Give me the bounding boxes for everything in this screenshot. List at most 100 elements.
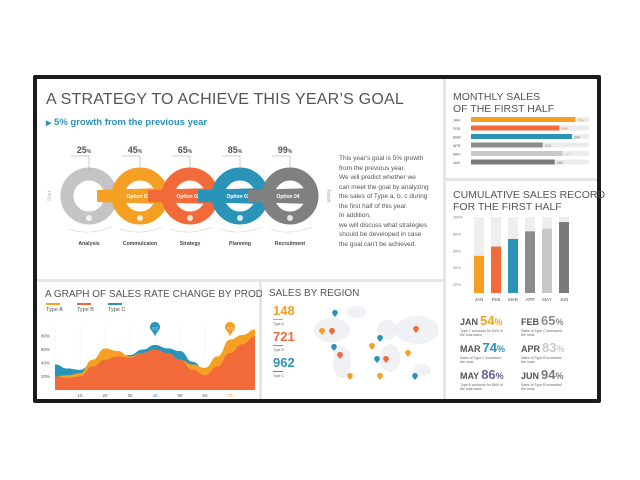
step-label: Recruitment: [275, 241, 306, 247]
percent-unit: %: [288, 149, 293, 155]
option-label: Option 04: [276, 194, 299, 200]
stat-note: Sales of Type C increased the most.: [460, 356, 501, 364]
stat-heading: MAY 86%: [460, 368, 520, 383]
map-pin[interactable]: [332, 309, 338, 317]
y-tick: 100%: [453, 216, 463, 220]
clock-icon: [187, 215, 193, 221]
legend-item: Type C: [107, 303, 125, 313]
map-pin[interactable]: [374, 355, 380, 363]
display-screen: A STRATEGY TO ACHIEVE THIS YEAR’S GOAL ▶…: [37, 79, 605, 399]
map-pin[interactable]: [413, 325, 419, 333]
leader-line: [122, 155, 141, 171]
region-stat: 962 Type C: [273, 356, 295, 378]
flask-icon: [137, 215, 143, 221]
step-percent: 65%: [178, 145, 193, 155]
dotted-arrow: [269, 226, 313, 233]
map-pin[interactable]: [383, 355, 389, 363]
stat-heading: JUN 94%: [521, 368, 581, 383]
underline: [273, 319, 283, 320]
rate-area-chart: 80% 60% 40% 20% 10 20 30 40 50 60 70 3.2 4.5: [41, 322, 256, 398]
dotted-arrow: [219, 226, 263, 233]
rate-legend: Type A Type B Type C: [46, 303, 125, 313]
bar-value: 299: [561, 127, 567, 131]
percent-unit: %: [188, 149, 193, 155]
map-pin[interactable]: [337, 351, 343, 359]
stat-note: Sales of Type B increased the most.: [521, 383, 562, 391]
stat-feb: FEB 65% Sales of Type C increased the most…: [521, 314, 581, 337]
x-tick: MAY: [542, 297, 551, 302]
region-label: Type A: [273, 322, 284, 326]
map-pin[interactable]: [329, 327, 335, 335]
percent-value: 65: [178, 145, 188, 155]
region-value: 148: [273, 303, 295, 318]
stat-may: MAY 86% Type B accounts for 86% of the tot…: [460, 368, 520, 391]
percent-value: 85: [228, 145, 238, 155]
annotation-label: 4.5: [227, 326, 233, 331]
stat-unit: %: [555, 371, 564, 381]
bar-value: 284: [557, 161, 563, 165]
map-pin[interactable]: [369, 342, 375, 350]
cumulative-panel: CUMULATIVE SALES RECORD FOR THE FIRST HAL…: [446, 181, 605, 399]
x-tick: 10: [77, 393, 83, 398]
region-stat: 148 Type A: [273, 304, 295, 326]
option-label: Option 01: [126, 194, 149, 200]
legend-swatch: [46, 303, 60, 305]
annotation-pin: [150, 322, 160, 336]
continent: [413, 364, 431, 376]
map-pin[interactable]: [377, 334, 383, 342]
option-label: Option 02: [176, 194, 199, 200]
description-line: from the previous year.: [339, 164, 406, 172]
map-pin[interactable]: [319, 327, 325, 335]
stat-heading: MAR 74%: [460, 341, 520, 356]
play-icon: ▶: [46, 120, 52, 127]
option-band: [198, 188, 262, 204]
x-tick: JUN: [560, 297, 569, 302]
y-tick: 80%: [453, 232, 461, 236]
step-label: Commuicaion: [123, 241, 157, 247]
strategy-description: This year's goal is 5% growth from the pr…: [339, 154, 444, 249]
map-pin[interactable]: [412, 372, 418, 380]
stat-month: JAN: [460, 317, 479, 327]
map-pin[interactable]: [347, 372, 353, 380]
stat-unit: %: [496, 344, 505, 354]
option-label: Option 03: [226, 194, 249, 200]
percent-value: 45: [128, 145, 138, 155]
map-pin[interactable]: [377, 372, 383, 380]
description-line: the sales of Type a, b, c during: [339, 193, 428, 200]
map-pin[interactable]: [405, 349, 411, 357]
region-label: Type B: [273, 348, 284, 352]
annotation-label: 3.2: [152, 326, 158, 331]
stat-value: 86: [481, 367, 496, 382]
description-line: we will discuss what strategies: [339, 221, 428, 229]
step-percent: 45%: [128, 145, 143, 155]
stat-heading: FEB 65%: [521, 314, 581, 329]
bar-label: MAR: [453, 136, 461, 140]
stat-note: Sales of Type C increased the most.: [521, 329, 562, 337]
x-tick: 50: [177, 393, 183, 398]
bar-feb: [491, 246, 501, 293]
region-title: SALES BY REGION: [269, 288, 360, 299]
strategy-ring-diagram: Start Finish 25% Analysis Option 01 45% Commui…: [47, 145, 331, 247]
stat-jun: JUN 94% Sales of Type B increased the most…: [521, 368, 581, 391]
y-tick: 20%: [41, 374, 50, 379]
x-tick: 20: [102, 393, 108, 398]
bar-label: MAY: [453, 153, 461, 157]
strategy-subtitle: ▶ 5% growth from the previous year: [46, 117, 207, 128]
step-percent: 99%: [278, 145, 293, 155]
bar-feb: [471, 125, 560, 131]
description-line: We will predict whether we: [339, 174, 416, 181]
bar-jun: [559, 222, 569, 293]
step-label: Planning: [229, 241, 251, 247]
option-band: [248, 188, 312, 204]
monthly-sales-panel: MONTHLY SALES OF THE FIRST HALF JAN 354 FEB…: [446, 79, 597, 178]
monthly-bar-chart: JAN 354 FEB 299 MAR 342 APR 243 MAY 310 JUN 284: [453, 117, 589, 165]
title-line: MONTHLY SALES: [453, 91, 541, 103]
description-line: the first half of this year.: [339, 202, 408, 210]
title-line: OF THE FIRST HALF: [453, 103, 555, 115]
stat-month: APR: [521, 344, 541, 354]
stat-note: Type C accounts for 54% of the total sal…: [460, 329, 503, 337]
bar-label: FEB: [453, 127, 461, 131]
leader-line: [222, 155, 241, 171]
map-pin[interactable]: [331, 343, 337, 351]
y-tick: 20%: [453, 283, 461, 287]
